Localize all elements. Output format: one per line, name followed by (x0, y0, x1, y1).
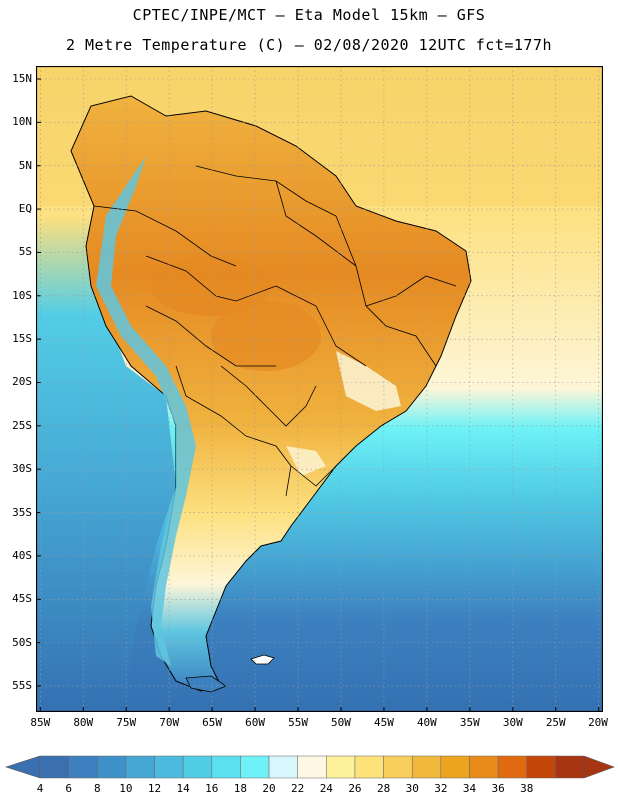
lat-label: 40S (12, 548, 32, 562)
graticule (36, 66, 603, 712)
lon-label: 70W (159, 716, 180, 729)
lat-label: 20S (12, 375, 32, 389)
colorbar-swatch (154, 755, 184, 779)
lon-label: 20W (588, 716, 608, 729)
colorbar-swatch (125, 755, 155, 779)
lat-label: 30S (12, 462, 32, 476)
colorbar-swatch (440, 755, 470, 779)
tierra-del-fuego (185, 675, 227, 693)
colorbar-label: 4 (36, 782, 44, 795)
colorbar-swatch (497, 755, 527, 779)
lat-label: 5N (18, 158, 32, 172)
colorbar-swatch (211, 755, 241, 779)
colorbar-swatch (39, 755, 69, 779)
colorbar-swatch (297, 755, 327, 779)
lat-label: 55S (12, 678, 32, 692)
colorbar-label: 18 (233, 782, 248, 795)
colorbar-swatch (354, 755, 384, 779)
southeast-highlands (336, 351, 401, 411)
colorbar-swatch (268, 755, 298, 779)
map-canvas (36, 66, 603, 712)
colorbar-swatch (182, 755, 213, 779)
lat-label: 35S (12, 505, 32, 519)
map-title-line-1: CPTEC/INPE/MCT – Eta Model 15km – GFS (132, 6, 486, 24)
lon-label: 40W (416, 716, 437, 729)
colorbar-label: 12 (147, 782, 162, 795)
colorbar-label: 32 (434, 782, 448, 795)
lat-label: EQ (18, 202, 32, 216)
colorbar-swatch (411, 755, 442, 779)
colorbar-swatch (68, 755, 98, 779)
colorbar-right-arrow (583, 755, 615, 779)
colorbar-label: 10 (119, 782, 133, 795)
colorbar-label: 30 (405, 782, 419, 795)
lon-label: 25W (545, 716, 566, 729)
lon-label: 35W (459, 716, 480, 729)
temperature-map (36, 66, 603, 712)
central-hot-zone (211, 301, 321, 371)
colorbar-label: 24 (319, 782, 333, 795)
lon-label: 80W (73, 716, 94, 729)
colorbar-label: 36 (491, 782, 505, 795)
lat-label: 15S (12, 332, 32, 346)
lat-label: 25S (12, 418, 32, 432)
colorbar-label: 8 (93, 782, 101, 795)
colorbar-label: 6 (65, 782, 72, 795)
amazon-hot-zone (151, 256, 271, 316)
lon-label: 45W (373, 716, 394, 729)
lat-label: 5S (18, 245, 32, 259)
colorbar-swatch (97, 755, 127, 779)
colorbar-label: 22 (291, 782, 305, 795)
lat-label: 10S (12, 288, 32, 302)
country-borders (93, 165, 457, 497)
lon-label: 75W (116, 716, 137, 729)
map-title-line-2: 2 Metre Temperature (C) – 02/08/2020 12U… (65, 36, 553, 54)
colorbar-label: 16 (205, 782, 219, 795)
southern-brazil-cool (286, 446, 326, 476)
temperature-colorbar (5, 755, 615, 779)
colorbar-label: 28 (376, 782, 391, 795)
colorbar-swatch (469, 755, 499, 779)
lat-label: 15N (12, 72, 32, 85)
colorbar-label: 38 (520, 782, 534, 795)
colorbar-label: 20 (262, 782, 276, 795)
andes-cold-band (96, 156, 196, 666)
colorbar-swatch (240, 755, 270, 779)
falkland-islands (250, 654, 275, 665)
lon-label: 85W (30, 716, 51, 729)
lon-label: 30W (502, 716, 523, 729)
colorbar-label: 14 (176, 782, 190, 795)
map-border (36, 66, 603, 712)
colorbar-swatch (326, 755, 356, 779)
colorbar-swatch (555, 755, 585, 779)
colorbar-label: 34 (462, 782, 477, 795)
lat-label: 50S (12, 635, 32, 649)
pacific-ocean (36, 216, 176, 712)
colorbar-label: 26 (348, 782, 362, 795)
lat-label: 10N (12, 115, 32, 129)
colorbar-left-arrow (5, 755, 41, 779)
colorbar-swatches (5, 755, 615, 779)
lon-label: 50W (331, 716, 351, 729)
lat-label: 45S (12, 592, 32, 606)
lon-label: 55W (288, 716, 308, 729)
lon-label: 65W (202, 716, 223, 729)
colorbar-swatch (383, 755, 413, 779)
lon-label: 60W (245, 716, 265, 729)
colorbar-swatch (526, 755, 556, 779)
